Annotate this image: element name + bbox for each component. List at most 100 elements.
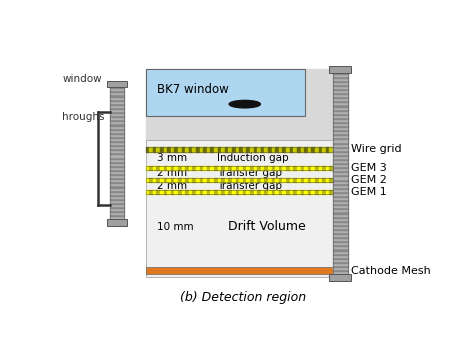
- Text: Transfer gap: Transfer gap: [217, 181, 282, 191]
- Bar: [228, 166, 232, 171]
- Bar: [333, 240, 347, 242]
- Bar: [185, 177, 189, 182]
- Bar: [167, 166, 171, 171]
- Bar: [333, 201, 347, 203]
- Bar: [174, 190, 178, 194]
- Bar: [333, 269, 347, 271]
- Bar: [185, 166, 189, 171]
- Bar: [290, 177, 293, 182]
- Bar: [110, 107, 124, 109]
- Bar: [203, 166, 207, 171]
- Bar: [297, 190, 301, 194]
- Bar: [110, 136, 124, 138]
- Bar: [333, 148, 347, 150]
- Bar: [326, 177, 329, 182]
- Bar: [110, 179, 124, 181]
- Bar: [333, 213, 347, 216]
- Bar: [149, 166, 153, 171]
- Bar: [153, 177, 156, 182]
- Bar: [110, 130, 124, 132]
- Bar: [333, 94, 347, 96]
- Bar: [203, 190, 207, 194]
- Bar: [333, 92, 347, 94]
- Bar: [333, 117, 347, 119]
- Bar: [192, 177, 196, 182]
- Bar: [110, 119, 124, 121]
- Bar: [110, 196, 124, 198]
- Bar: [146, 267, 333, 274]
- Bar: [301, 166, 304, 171]
- Bar: [110, 212, 124, 215]
- Bar: [297, 147, 301, 152]
- Bar: [333, 166, 347, 168]
- Bar: [196, 147, 200, 152]
- Bar: [283, 147, 286, 152]
- Text: Drift Volume: Drift Volume: [228, 220, 306, 233]
- Bar: [214, 190, 218, 194]
- Bar: [333, 144, 347, 146]
- Bar: [315, 147, 319, 152]
- Bar: [333, 80, 347, 82]
- Bar: [333, 156, 347, 158]
- Bar: [333, 257, 347, 259]
- Bar: [156, 190, 160, 194]
- Bar: [322, 190, 326, 194]
- Bar: [333, 107, 347, 109]
- Bar: [146, 70, 347, 143]
- Bar: [257, 190, 261, 194]
- Bar: [333, 193, 347, 195]
- Bar: [153, 147, 156, 152]
- Bar: [146, 140, 337, 277]
- Bar: [319, 177, 322, 182]
- Bar: [110, 165, 124, 167]
- Bar: [200, 147, 203, 152]
- Bar: [110, 105, 124, 107]
- Bar: [333, 181, 347, 183]
- Bar: [333, 267, 347, 269]
- Bar: [333, 158, 347, 160]
- Bar: [333, 199, 347, 201]
- Bar: [110, 156, 124, 158]
- Bar: [333, 275, 347, 277]
- Bar: [333, 102, 347, 104]
- Bar: [110, 148, 124, 150]
- Bar: [315, 166, 319, 171]
- Bar: [333, 253, 347, 255]
- Bar: [243, 190, 246, 194]
- Bar: [196, 166, 200, 171]
- Bar: [293, 166, 297, 171]
- Bar: [185, 147, 189, 152]
- Bar: [264, 177, 268, 182]
- Bar: [333, 265, 347, 267]
- Bar: [293, 190, 297, 194]
- Bar: [322, 166, 326, 171]
- Bar: [272, 190, 275, 194]
- Bar: [156, 177, 160, 182]
- Bar: [333, 232, 347, 234]
- Bar: [110, 198, 124, 200]
- Bar: [178, 147, 182, 152]
- Bar: [110, 115, 124, 117]
- Bar: [293, 177, 297, 182]
- Bar: [261, 166, 264, 171]
- Text: GEM 3: GEM 3: [351, 163, 386, 173]
- Text: hroughs: hroughs: [62, 112, 105, 122]
- Bar: [333, 90, 347, 92]
- Bar: [156, 166, 160, 171]
- Bar: [203, 177, 207, 182]
- Bar: [246, 177, 250, 182]
- Bar: [239, 190, 243, 194]
- Bar: [221, 147, 225, 152]
- Bar: [225, 166, 228, 171]
- Text: 2 mm: 2 mm: [156, 181, 187, 191]
- Bar: [333, 176, 347, 179]
- Bar: [107, 81, 127, 87]
- Bar: [311, 166, 315, 171]
- Bar: [207, 190, 210, 194]
- Bar: [110, 117, 124, 119]
- Bar: [333, 104, 347, 107]
- Bar: [333, 160, 347, 162]
- Bar: [333, 191, 347, 193]
- Bar: [297, 166, 301, 171]
- Bar: [196, 190, 200, 194]
